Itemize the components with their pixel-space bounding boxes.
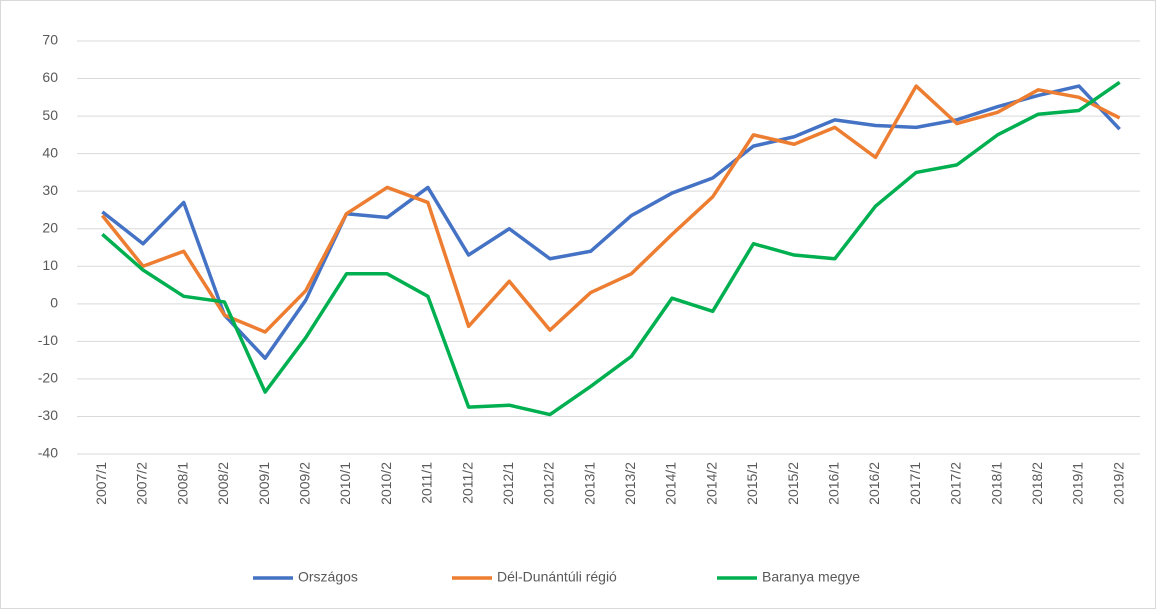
x-tick-label: 2012/2 [541, 462, 557, 505]
series-line [101, 84, 1121, 361]
legend-label: Baranya megye [762, 569, 860, 585]
y-tick-label: 60 [42, 69, 58, 85]
y-tick-label: 10 [42, 257, 58, 273]
x-tick-label: 2016/2 [866, 462, 882, 505]
y-tick-label: 30 [42, 182, 58, 198]
x-tick-label: 2017/2 [948, 462, 964, 505]
x-tick-label: 2009/2 [297, 462, 313, 505]
x-tick-label: 2013/2 [622, 462, 638, 505]
y-tick-label: 70 [42, 32, 58, 48]
x-tick-label: 2016/1 [826, 462, 842, 505]
x-tick-label: 2009/1 [256, 462, 272, 505]
x-tick-label: 2010/1 [337, 462, 353, 505]
x-tick-label: 2019/1 [1070, 462, 1086, 505]
x-tick-label: 2019/2 [1110, 462, 1126, 505]
x-tick-label: 2011/2 [459, 462, 475, 504]
y-tick-label: -30 [38, 407, 58, 423]
x-tick-label: 2015/1 [744, 462, 760, 505]
x-tick-label: 2015/2 [785, 462, 801, 505]
y-tick-label: -20 [38, 370, 58, 386]
x-tick-label: 2018/1 [988, 462, 1004, 505]
x-tick-label: 2007/2 [134, 462, 150, 505]
y-tick-label: -40 [38, 445, 58, 461]
x-tick-label: 2014/2 [703, 462, 719, 505]
y-tick-label: 40 [42, 144, 58, 160]
x-tick-label: 2014/1 [663, 462, 679, 505]
x-tick-label: 2007/1 [93, 462, 109, 505]
legend-label: Országos [298, 569, 358, 585]
series-line [101, 80, 1121, 417]
x-tick-label: 2018/2 [1029, 462, 1045, 505]
y-tick-label: 50 [42, 107, 58, 123]
legend-label: Dél-Dunántúli régió [497, 569, 617, 585]
x-tick-label: 2012/1 [500, 462, 516, 505]
y-tick-label: 20 [42, 219, 58, 235]
x-tick-label: 2011/1 [419, 462, 435, 504]
y-tick-label: 0 [50, 295, 58, 311]
series-line [100, 84, 1121, 334]
x-tick-label: 2013/1 [581, 462, 597, 505]
x-tick-label: 2008/2 [215, 462, 231, 505]
x-tick-label: 2010/2 [378, 462, 394, 505]
y-tick-label: -10 [38, 332, 58, 348]
x-tick-label: 2008/1 [174, 462, 190, 505]
x-tick-label: 2017/1 [907, 462, 923, 505]
